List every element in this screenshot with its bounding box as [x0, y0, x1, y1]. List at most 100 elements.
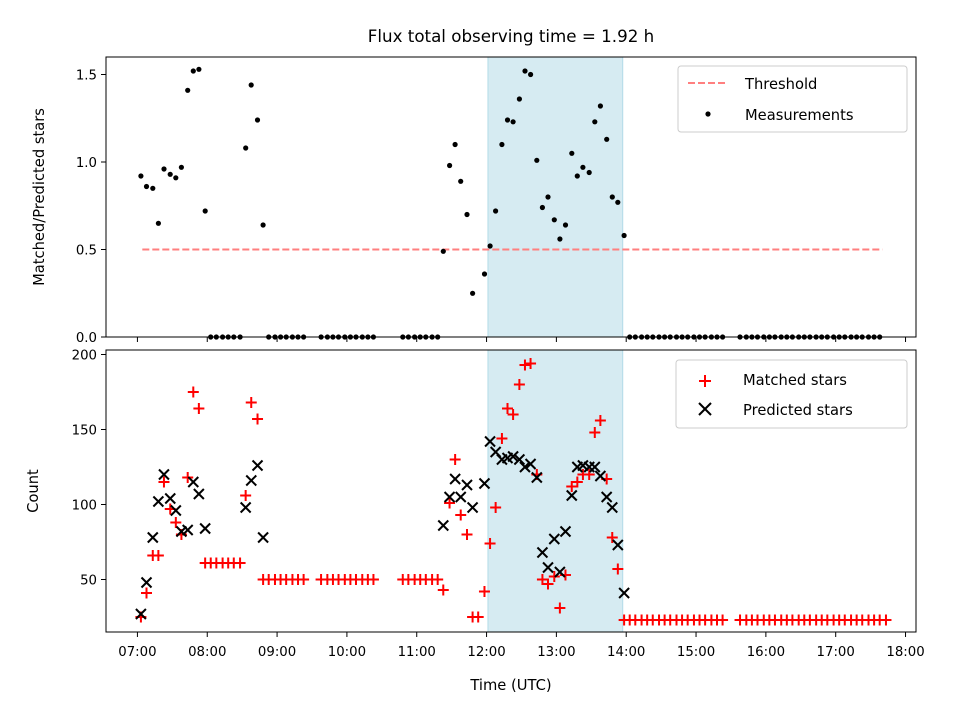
- predicted-star-point: [466, 501, 479, 514]
- predicted-star-point: [251, 459, 264, 472]
- x-axis-label: Time (UTC): [469, 677, 551, 694]
- predicted-star-point: [135, 608, 147, 620]
- measurement-point: [574, 173, 580, 179]
- x-tick-label: 14:00: [607, 645, 645, 660]
- y-tick-label: 200: [72, 349, 97, 364]
- predicted-star-point: [181, 524, 194, 536]
- measurement-point: [551, 217, 557, 223]
- matched-star-point: [141, 587, 152, 599]
- measurement-point: [248, 82, 254, 88]
- top-axes-frame: [105, 56, 917, 338]
- measurement-point: [615, 199, 621, 205]
- measurement-point: [196, 66, 202, 72]
- predicted-star-point: [140, 576, 153, 589]
- matched-star-point: [542, 578, 554, 590]
- legend-predicted-swatch: [698, 402, 712, 416]
- predicted-star-point: [612, 539, 624, 551]
- predicted-star-point: [554, 566, 566, 578]
- predicted-star-point: [478, 477, 491, 490]
- y-tick-label: 1.5: [76, 69, 97, 84]
- matched-star-point: [502, 403, 514, 414]
- y-tick-label: 150: [72, 424, 97, 439]
- bottom-y-axis-label: Count: [25, 469, 42, 513]
- x-tick-label: 16:00: [747, 645, 785, 660]
- matched-star-point: [548, 571, 560, 582]
- legend-matched-swatch: [699, 375, 711, 387]
- matched-star-point: [240, 490, 252, 501]
- matched-star-point: [182, 472, 194, 483]
- matched-star-point: [484, 538, 496, 549]
- predicted-star-point: [461, 479, 473, 491]
- legend-predicted-label: Predicted stars: [743, 402, 853, 419]
- predicted-star-point: [187, 476, 199, 488]
- matched-star-point: [449, 454, 461, 465]
- measurement-point: [440, 248, 446, 254]
- matched-star-point: [234, 557, 246, 569]
- predicted-star-point: [594, 470, 607, 482]
- measurement-point: [493, 208, 499, 214]
- measurement-point: [155, 220, 161, 226]
- predicted-star-point: [542, 561, 554, 574]
- matched-star-point: [594, 415, 606, 426]
- measurement-point: [161, 166, 167, 172]
- bottom-panel: 50 100 150 200 07:00 08:00 09:00 10:00 11:00 12:…: [25, 349, 925, 695]
- x-tick-label: 11:00: [398, 645, 436, 660]
- measurement-point: [499, 141, 505, 148]
- x-tick-label: 13:00: [537, 645, 575, 660]
- matched-star-point: [187, 386, 199, 398]
- top-observing-span: [487, 56, 624, 338]
- matched-stars-points: [135, 358, 892, 626]
- y-tick-label: 0.5: [76, 244, 97, 259]
- measurement-point: [580, 164, 586, 170]
- measurement-point: [539, 204, 546, 211]
- predicted-star-point: [245, 474, 257, 487]
- matched-star-point: [455, 509, 467, 521]
- measurement-point: [167, 171, 173, 177]
- matched-star-point: [490, 502, 502, 513]
- matched-star-point: [298, 574, 310, 585]
- measurement-point: [464, 211, 470, 218]
- x-tick-label: 09:00: [258, 645, 296, 660]
- top-x-ticks: [136, 337, 907, 342]
- predicted-star-point: [566, 489, 578, 502]
- measurement-point: [557, 236, 563, 242]
- measurement-point: [504, 117, 511, 123]
- predicted-star-point: [193, 488, 205, 500]
- y-tick-label: 50: [80, 574, 97, 589]
- measurement-point: [528, 71, 534, 78]
- matched-star-point: [513, 379, 525, 390]
- predicted-star-point: [600, 491, 613, 503]
- matched-star-point: [158, 476, 170, 488]
- predicted-star-point: [437, 519, 449, 532]
- matched-star-point: [170, 517, 182, 528]
- predicted-star-point: [147, 531, 159, 544]
- predicted-star-point: [519, 461, 531, 473]
- matched-star-point: [444, 497, 456, 509]
- measurement-point: [190, 68, 196, 74]
- predicted-star-point: [455, 491, 467, 503]
- x-tick-label: 17:00: [817, 645, 855, 660]
- measurement-point: [586, 169, 592, 176]
- predicted-star-point: [536, 546, 549, 559]
- matched-star-point: [478, 586, 490, 597]
- x-tick-label: 12:00: [467, 645, 505, 660]
- predicted-star-point: [618, 587, 630, 599]
- predicted-star-point: [513, 453, 526, 466]
- predicted-star-point: [152, 495, 165, 508]
- measurement-point: [522, 68, 528, 74]
- predicted-star-point: [507, 450, 519, 463]
- matched-star-point: [571, 476, 583, 488]
- matched-star-point: [717, 614, 729, 626]
- measurement-point: [487, 243, 493, 249]
- measurement-point: [510, 119, 516, 125]
- measurement-point: [597, 103, 604, 109]
- y-tick-label: 1.0: [76, 156, 97, 171]
- measurement-point: [592, 119, 598, 125]
- measurement-point: [470, 290, 476, 296]
- predicted-star-point: [559, 525, 572, 538]
- y-tick-label: 0.0: [76, 331, 97, 346]
- measurement-point: [178, 164, 184, 170]
- bottom-legend-box: [675, 359, 908, 429]
- matched-star-point: [554, 602, 566, 614]
